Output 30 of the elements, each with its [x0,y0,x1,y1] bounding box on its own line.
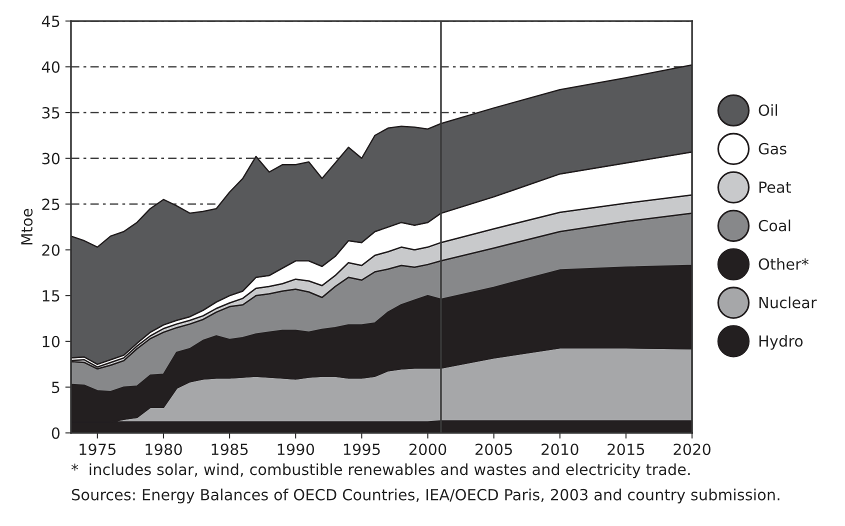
x-tick-label: 1975 [80,444,116,456]
y-tick-label: 35 [42,107,60,119]
y-tick-label: 45 [42,16,60,28]
legend-label: Coal [758,220,790,232]
y-tick-label: 15 [42,290,60,302]
y-tick-label: 5 [52,382,60,394]
x-tick-label: 1985 [212,444,248,456]
x-tick-label: 2010 [542,444,578,456]
x-tick-label: 2020 [674,444,710,456]
x-tick-label: 1980 [146,444,182,456]
x-tick-label: 2005 [476,444,512,456]
text: * includes solar, wind, combustible renewables and wastes and electricity trade. [71,463,690,478]
y-axis-title: Mtoe [21,208,33,244]
y-tick-label: 30 [42,152,60,164]
legend-label: Peat [759,182,791,193]
legend-label: Gas [758,142,786,154]
legend-label: Hydro [759,334,803,350]
legend-label: Oil [758,104,778,116]
x-tick-label: 1995 [344,444,380,456]
x-tick-label: 1990 [278,444,314,456]
y-tick-label: 20 [42,244,60,256]
x-tick-label: 2015 [608,444,644,456]
y-tick-label: 10 [42,336,60,348]
x-tick-label: 2000 [409,444,446,456]
y-tick-label: 25 [42,198,60,210]
y-tick-label: 40 [42,61,60,73]
legend-label: Other* [758,258,809,270]
source-note: Sources: Energy Balances of OECD Countries, IEA/OECD Paris, 2003 and country submission. [72,488,780,504]
legend-label: Nuclear [759,296,817,308]
y-tick-label: 0 [52,427,60,439]
